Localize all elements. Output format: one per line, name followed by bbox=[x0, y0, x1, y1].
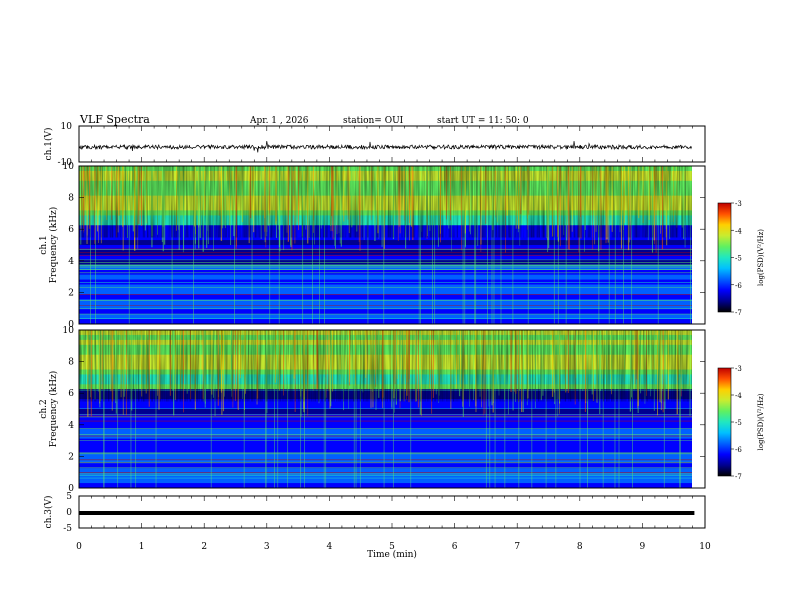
colorbar-tick: -4 bbox=[735, 227, 742, 235]
colorbar-2-scale bbox=[717, 367, 732, 477]
colorbar-tick: -5 bbox=[735, 255, 742, 263]
x-tick-label: 0 bbox=[76, 542, 82, 552]
spectrogram-2-ytick: 2 bbox=[68, 452, 74, 462]
ch1-waveform-ytick: 10 bbox=[61, 122, 73, 132]
colorbar-2-label: log(PSD)(V²/Hz) bbox=[757, 393, 765, 450]
ch2-spectrogram-ylabel: ch.2Frequency (kHz) bbox=[39, 371, 59, 448]
spectrogram-2-ytick: 6 bbox=[68, 389, 74, 399]
spectrogram-2-ytick: 4 bbox=[68, 421, 74, 431]
spectrogram-1-ytick: 0 bbox=[68, 320, 74, 330]
colorbar-1-label: log(PSD)(V²/Hz) bbox=[757, 229, 765, 286]
panel-frame bbox=[78, 125, 706, 163]
ch3-waveform-ytick: 0 bbox=[66, 508, 72, 518]
colorbar-tick: -6 bbox=[735, 446, 742, 454]
spectrogram-1-image bbox=[78, 165, 706, 325]
x-tick-label: 6 bbox=[452, 542, 458, 552]
spectrogram-1-ytick: 2 bbox=[68, 288, 74, 298]
start-time-label: start UT = 11: 50: 0 bbox=[437, 116, 529, 126]
spectrogram-2-ytick: 10 bbox=[63, 326, 75, 336]
spectrogram-1-ytick: 4 bbox=[68, 257, 74, 267]
svg-text:ch.1Frequency (kHz): ch.1Frequency (kHz) bbox=[39, 207, 59, 284]
ch1-waveform-ytick: -10 bbox=[58, 158, 73, 168]
x-tick-label: 10 bbox=[699, 542, 711, 552]
colorbar-tick: -4 bbox=[735, 392, 742, 400]
ch3-waveform-ylabel: ch.3(V) bbox=[43, 496, 54, 529]
ch1-spectrogram-ylabel: ch.1Frequency (kHz) bbox=[39, 207, 59, 284]
spectrogram-1-ytick: 6 bbox=[68, 225, 74, 235]
x-tick-label: 4 bbox=[327, 542, 333, 552]
colorbar-tick: -3 bbox=[735, 365, 742, 373]
date-label: Apr. 1 , 2026 bbox=[249, 116, 309, 126]
x-tick-label: 8 bbox=[577, 542, 583, 552]
spectrogram-2-image bbox=[78, 329, 706, 489]
x-tick-label: 3 bbox=[264, 542, 270, 552]
station-label: station= OUI bbox=[343, 116, 404, 126]
svg-text:ch.2Frequency (kHz): ch.2Frequency (kHz) bbox=[39, 371, 59, 448]
ch1-waveform-ylabel: ch.1(V) bbox=[43, 128, 54, 161]
colorbar-tick: -3 bbox=[735, 200, 742, 208]
x-axis-label: Time (min) bbox=[367, 549, 417, 560]
ch3-waveform-ytick: 5 bbox=[66, 492, 72, 502]
figure-title: VLF Spectra bbox=[79, 113, 150, 126]
colorbar-1: -3 -4 -5 -6 -7 log(PSD)(V²/Hz) bbox=[717, 200, 765, 317]
colorbar-tick: -6 bbox=[735, 282, 742, 290]
colorbar-2: -3 -4 -5 -6 -7 log(PSD)(V²/Hz) bbox=[717, 365, 765, 481]
colorbar-tick: -5 bbox=[735, 419, 742, 427]
spectrogram-2-ytick: 0 bbox=[68, 484, 74, 494]
colorbar-1-scale bbox=[717, 202, 732, 313]
ch3-waveform-ytick: -5 bbox=[63, 524, 72, 534]
colorbar-tick: -7 bbox=[735, 309, 742, 317]
x-tick-label: 5 bbox=[389, 542, 395, 552]
spectrogram-2-ytick: 8 bbox=[68, 358, 74, 368]
colorbar-tick: -7 bbox=[735, 473, 742, 481]
ch1-waveform-trace bbox=[78, 140, 692, 153]
x-tick-label: 1 bbox=[139, 542, 145, 552]
x-tick-label: 9 bbox=[640, 542, 646, 552]
spectrogram-1-ytick: 8 bbox=[68, 194, 74, 204]
x-tick-label: 2 bbox=[201, 542, 207, 552]
spectrogram-1-ytick: 10 bbox=[63, 162, 75, 172]
x-tick-label: 7 bbox=[514, 542, 520, 552]
